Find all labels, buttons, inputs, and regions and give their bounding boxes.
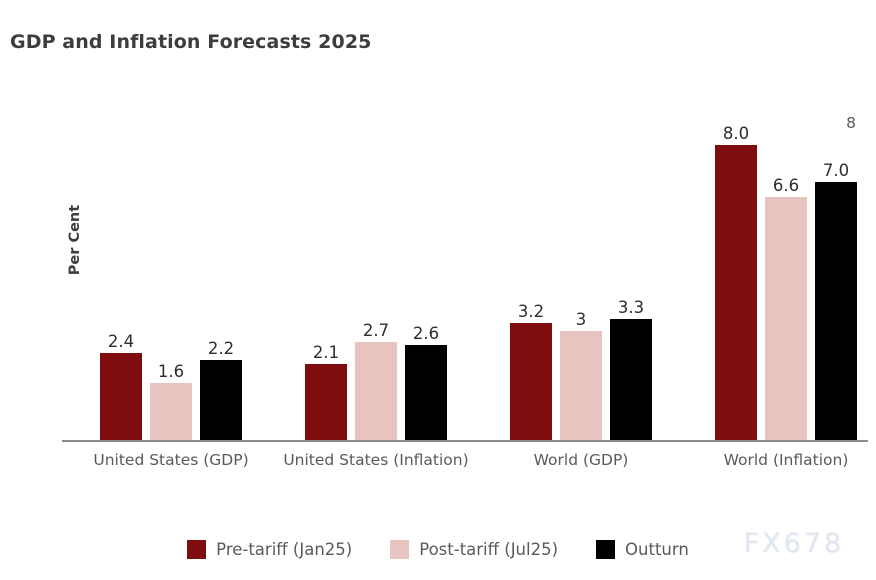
bar-value-label: 1.6 — [157, 361, 185, 381]
chart-plot-area: Per Cent 02468 2.41.62.22.12.72.63.233.3… — [62, 110, 868, 443]
bar[interactable]: 2.4 — [100, 332, 142, 442]
watermark: FX678 — [743, 528, 844, 559]
bar-value-label: 3.2 — [517, 302, 545, 322]
bar-group: 2.4 1.6 2.2 — [100, 114, 242, 442]
legend-label: Pre-tariff (Jan25) — [216, 540, 353, 559]
x-axis-category-label: United States (Inflation) — [283, 451, 469, 469]
bar-value-label: 2.4 — [107, 331, 135, 351]
bar[interactable]: 2.7 — [355, 321, 397, 442]
bar[interactable]: 1.6 — [150, 362, 192, 442]
x-axis-line — [62, 440, 868, 442]
bar[interactable]: 2.2 — [200, 339, 242, 442]
legend-item[interactable]: Post-tariff (Jul25) — [390, 540, 558, 559]
bar[interactable]: 6.6 — [765, 176, 807, 442]
bar-value-label: 6.6 — [772, 175, 800, 195]
x-axis-category-label: World (Inflation) — [723, 451, 849, 469]
x-axis-category-label: World (GDP) — [533, 451, 629, 469]
bar-value-label: 2.1 — [312, 343, 340, 362]
bar-value-label: 7.0 — [822, 160, 850, 180]
legend-item[interactable]: Outturn — [596, 540, 689, 559]
bar[interactable]: 7.0 — [815, 161, 857, 442]
bar[interactable]: 2.1 — [305, 343, 347, 442]
page-title: GDP and Inflation Forecasts 2025 — [10, 31, 372, 53]
bar[interactable]: 3 — [560, 310, 602, 442]
legend-color-swatch — [187, 540, 207, 559]
x-axis-category-label: United States (GDP) — [93, 451, 249, 469]
legend-label: Post-tariff (Jul25) — [419, 540, 559, 559]
bar-value-label: 2.2 — [207, 339, 235, 359]
bar-group: 2.1 2.7 2.6 — [305, 114, 447, 442]
bar[interactable]: 8.0 — [715, 124, 757, 442]
bar-value-label: 2.7 — [362, 320, 390, 340]
bar-value-label: 2.6 — [412, 324, 440, 344]
y-axis-title: Per Cent — [67, 204, 83, 276]
legend-label: Outturn — [625, 540, 689, 559]
bar-value-label: 3.3 — [617, 298, 645, 318]
bar[interactable]: 3.2 — [510, 302, 552, 442]
bar-group: 3.2 3 3.3 — [510, 114, 652, 442]
legend-item[interactable]: Pre-tariff (Jan25) — [187, 540, 352, 559]
legend-color-swatch — [596, 540, 616, 559]
legend-color-swatch — [390, 540, 410, 559]
y-axis-tick-label: 8 — [846, 113, 856, 132]
bar-value-label: 3 — [575, 309, 587, 329]
bar[interactable]: 3.3 — [610, 298, 652, 442]
bar-group: 8.0 6.6 7.0 — [715, 114, 857, 442]
bar[interactable]: 2.6 — [405, 324, 447, 442]
bar-value-label: 8.0 — [722, 123, 750, 143]
chart-legend: Pre-tariff (Jan25) Post-tariff (Jul25) Out… — [0, 540, 876, 559]
